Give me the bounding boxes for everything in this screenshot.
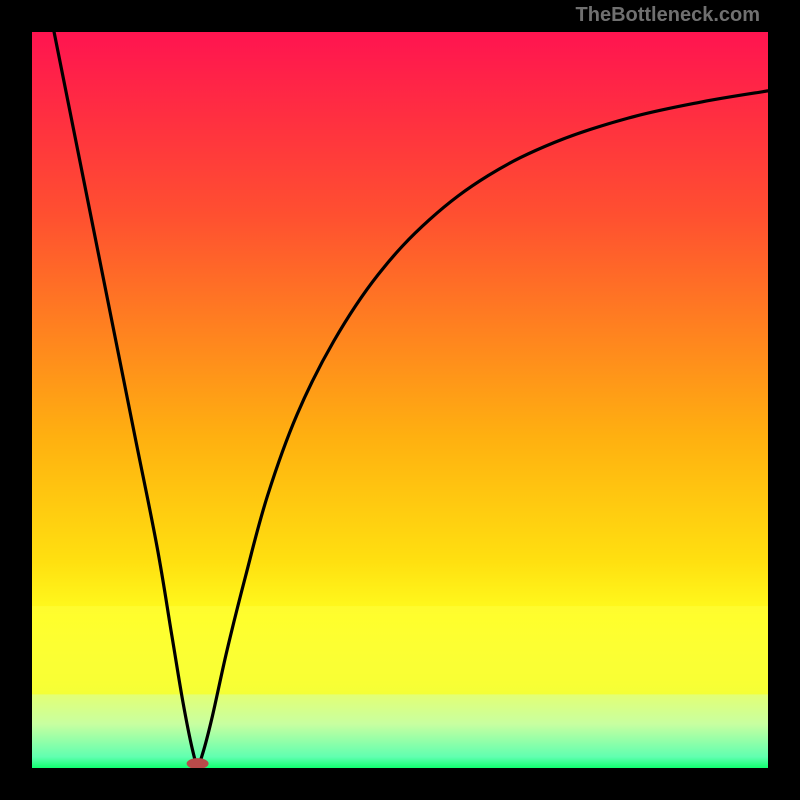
yellow-highlight-band: [32, 606, 768, 694]
chart-frame: TheBottleneck.com: [0, 0, 800, 800]
bottleneck-curve-chart: [32, 32, 768, 768]
watermark-text: TheBottleneck.com: [576, 4, 760, 27]
plot-area: [32, 32, 768, 768]
